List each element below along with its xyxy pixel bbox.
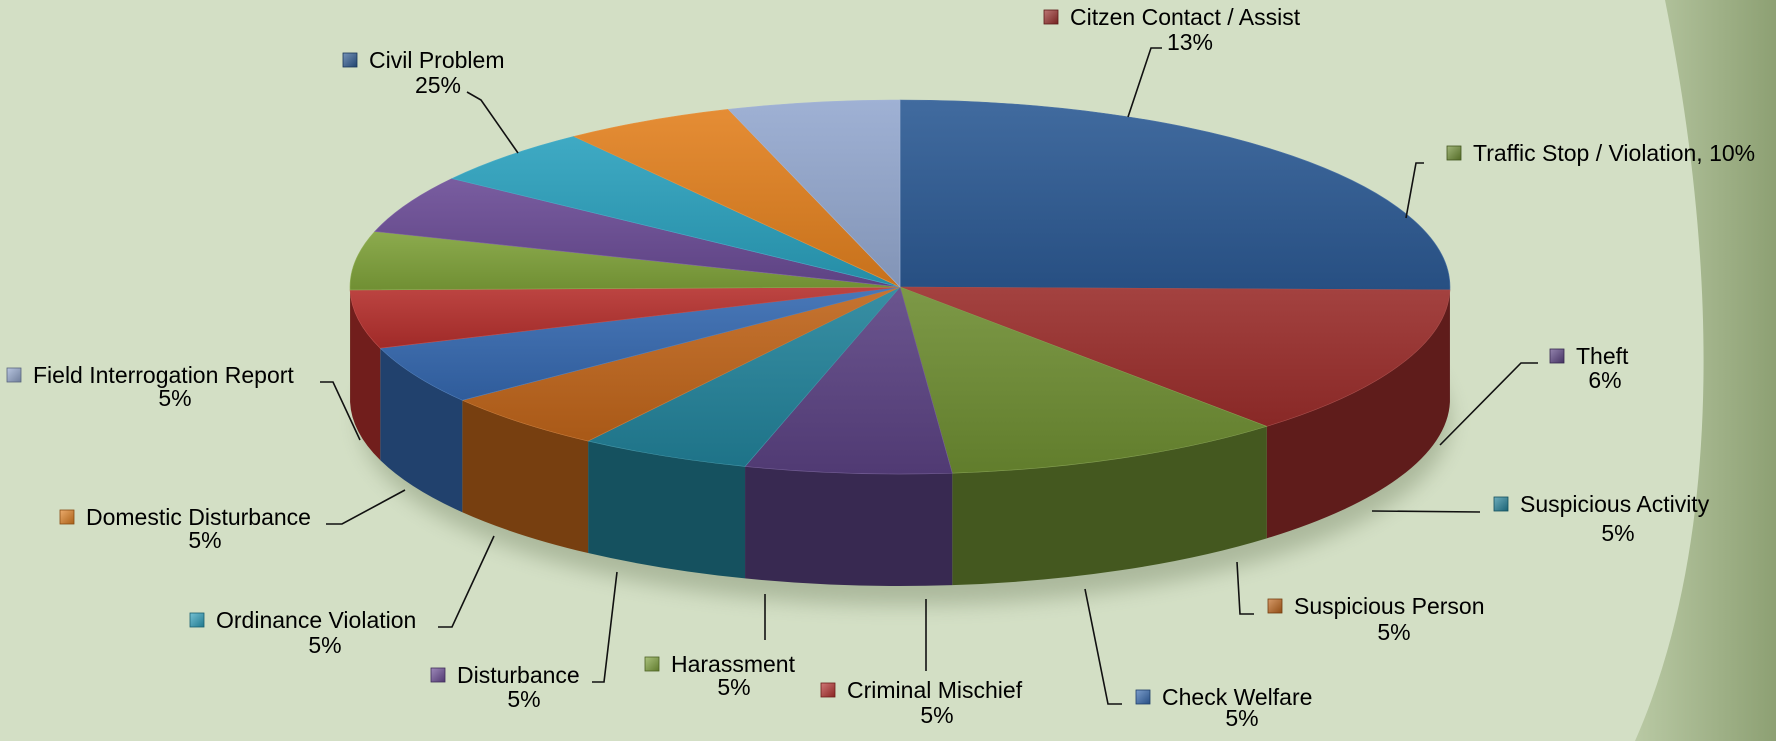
leader-line-field-interrogation-report [320,381,361,441]
slice-name-criminal-mischief: Criminal Mischief [847,677,1023,703]
slice-percent-harassment: 5% [717,674,750,700]
label-suspicious-activity: Suspicious Activity 5% [1493,491,1710,546]
legend-marker-civil-problem [342,52,358,68]
pie-side-suspicious-person [462,400,589,554]
leader-line-domestic-disturbance [326,489,406,525]
background-swoosh [1635,0,1776,741]
pie-slice-harassment [349,231,901,291]
pie-side-citzen-contact-assist [1266,289,1450,539]
leader-line-suspicious-activity [1371,510,1481,513]
pie-slice-criminal-mischief [349,286,901,349]
slice-name-citzen-contact-assist: Citzen Contact / Assist [1070,4,1301,30]
legend-marker-citzen-contact-assist [1043,9,1059,25]
slice-name-harassment: Harassment [671,651,796,677]
slice-percent-domestic-disturbance: 5% [188,527,221,553]
leader-line-check-welfare [1084,588,1122,705]
pie-tops [349,99,1451,475]
leader-line-disturbance [592,571,618,683]
legend-marker-suspicious-activity [1493,496,1509,512]
pie-slice-suspicious-activity [587,286,901,467]
slice-percent-ordinance-violation: 5% [308,632,341,658]
slice-percent-suspicious-person: 5% [1377,619,1410,645]
slice-name-check-welfare: Check Welfare [1162,684,1312,710]
pie-slice-suspicious-person [461,286,901,442]
legend-marker-traffic-stop-violation [1446,145,1462,161]
slice-percent-check-welfare: 5% [1225,705,1258,731]
legend-marker-theft [1549,348,1565,364]
legend-marker-disturbance [430,667,446,683]
slice-percent-theft: 6% [1588,367,1621,393]
leader-lines [320,47,1538,705]
slice-name-theft: Theft [1576,343,1629,369]
leader-line-traffic-stop-violation [1405,162,1424,219]
legend-marker-domestic-disturbance [59,509,75,525]
legend-marker-field-interrogation-report [6,367,22,383]
slice-percent-suspicious-activity: 5% [1601,520,1634,546]
pie-slice-theft [744,286,953,475]
pie-side-criminal-mischief [350,289,381,461]
pie-slice-disturbance [374,178,901,288]
slice-name-field-interrogation-report: Field Interrogation Report [33,362,294,388]
leader-line-citzen-contact-assist [1127,47,1162,118]
pie-side-suspicious-activity [588,441,746,579]
slice-name-suspicious-person: Suspicious Person [1294,593,1485,619]
slice-name-traffic-stop-violation: Traffic Stop / Violation, 10% [1473,140,1755,166]
leader-line-civil-problem [466,91,519,154]
slice-name-disturbance: Disturbance [457,662,580,688]
slice-name-suspicious-activity: Suspicious Activity [1520,491,1710,517]
slice-name-civil-problem: Civil Problem [369,47,504,73]
legend-marker-suspicious-person [1267,598,1283,614]
pie-slice-ordinance-violation [451,136,901,288]
legend-marker-ordinance-violation [189,612,205,628]
pie-side-traffic-stop-violation [952,426,1267,586]
leader-line-theft [1439,362,1538,446]
pie-slice-citzen-contact-assist [899,286,1451,427]
slice-percent-disturbance: 5% [507,686,540,712]
pie-side-check-welfare [380,348,463,513]
leader-line-suspicious-person [1236,561,1254,615]
pie-slice-domestic-disturbance [573,109,901,288]
legend-marker-harassment [644,656,660,672]
legend-marker-check-welfare [1135,689,1151,705]
slice-percent-citzen-contact-assist: 13% [1167,29,1213,55]
pie-slice-civil-problem [899,99,1451,291]
pie-slice-check-welfare [379,286,901,401]
leader-line-ordinance-violation [438,535,495,628]
pie-sides [350,287,1450,586]
slice-name-ordinance-violation: Ordinance Violation [216,607,416,633]
pie-slice-traffic-stop-violation [899,286,1268,474]
slice-percent-field-interrogation-report: 5% [158,385,191,411]
slice-percent-civil-problem: 25% [415,72,461,98]
pie-slice-field-interrogation-report [727,99,901,288]
slice-name-domestic-disturbance: Domestic Disturbance [86,504,311,530]
legend-marker-criminal-mischief [820,682,836,698]
label-traffic-stop-violation: Traffic Stop / Violation, 10% [1446,140,1755,166]
slice-percent-criminal-mischief: 5% [920,702,953,728]
pie-side-theft [745,466,953,586]
